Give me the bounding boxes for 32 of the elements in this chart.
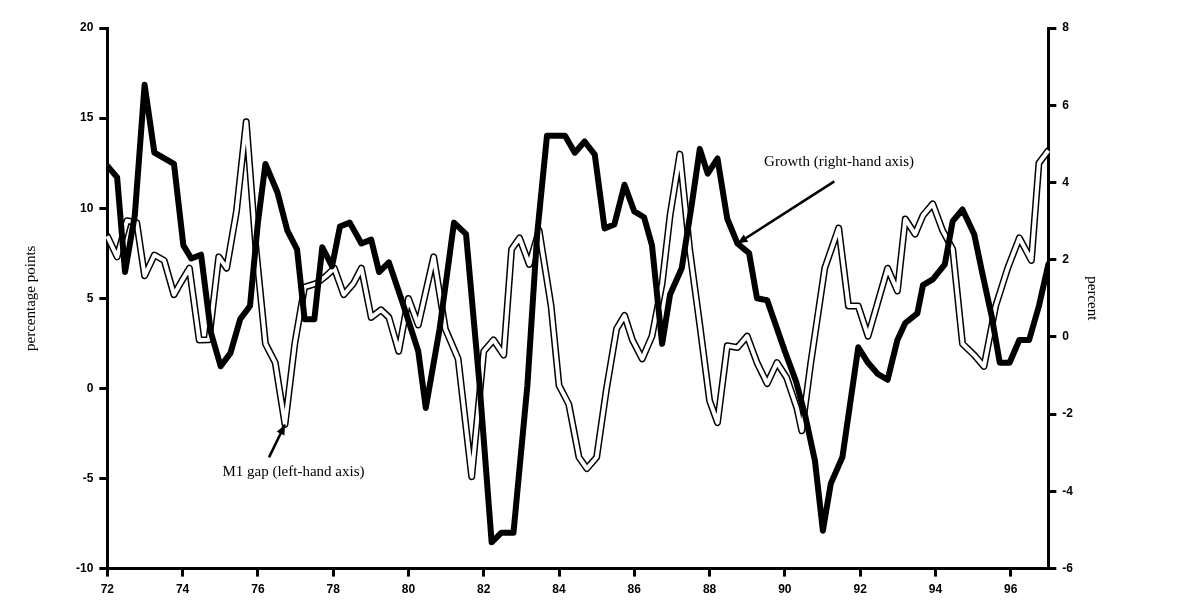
y-tick-label: 5 [86, 290, 94, 305]
x-tick-label: 72 [100, 582, 115, 597]
y-tick-label: 15 [79, 110, 94, 125]
x-tick-label: 86 [627, 582, 642, 597]
x-tick-label: 88 [702, 582, 717, 597]
y2-tick-label: -4 [1062, 483, 1074, 498]
y-tick-label: 0 [86, 380, 94, 395]
x-tick-label: 76 [251, 582, 265, 597]
y-tick-label: 20 [79, 20, 94, 35]
x-tick-label: 90 [778, 582, 792, 597]
y2-tick-label: -6 [1062, 560, 1074, 575]
y-tick-label: -10 [76, 560, 94, 575]
y2-tick-label: 2 [1062, 252, 1070, 266]
x-tick-label: 92 [853, 582, 868, 597]
x-tick-label: 80 [401, 582, 416, 597]
y-tick-label: 10 [79, 200, 94, 215]
annotation: Growth (right-hand axis) [764, 153, 915, 171]
y2-axis-title: percent [1085, 276, 1102, 322]
x-tick-label: 78 [326, 582, 341, 597]
y2-tick-label: 4 [1062, 174, 1070, 189]
y2-tick-label: 6 [1062, 97, 1070, 112]
x-tick-label: 82 [477, 582, 491, 597]
y2-tick-label: 8 [1062, 20, 1070, 35]
y-axis-title: percentage points [21, 245, 38, 351]
y-tick-label: -5 [82, 470, 94, 485]
x-tick-label: 94 [928, 582, 943, 597]
x-tick-label: 74 [175, 582, 190, 597]
annotation: M1 gap (left-hand axis) [222, 462, 365, 480]
x-tick-label: 96 [1004, 582, 1018, 597]
y2-tick-label: -2 [1062, 406, 1074, 421]
x-tick-label: 84 [552, 582, 567, 597]
y2-tick-label: 0 [1062, 329, 1070, 344]
